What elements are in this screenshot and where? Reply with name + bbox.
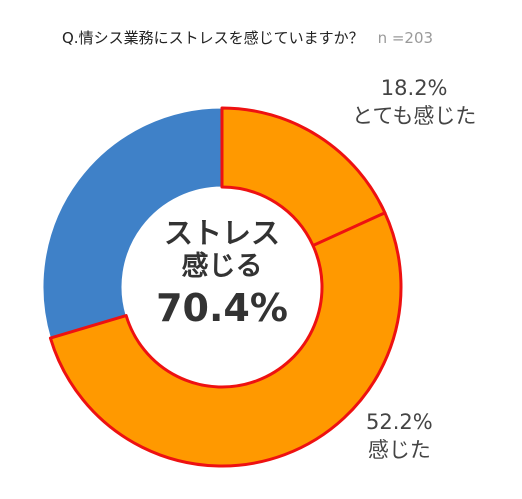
slice-label-stressed: 52.2% 感じた	[366, 408, 433, 464]
center-line-2: 感じる	[181, 251, 263, 282]
slice-label-very-stressed: 18.2% とても感じた	[352, 74, 476, 130]
chart-title: Q.情シス業務にストレスを感じていますか？ n =203	[62, 27, 433, 48]
center-line-1: ストレス	[163, 216, 280, 250]
center-label: ストレス 感じる 70.4%	[142, 216, 302, 332]
donut-slice-other	[42, 107, 223, 339]
center-value: 70.4%	[156, 286, 288, 330]
sample-size: n =203	[377, 29, 434, 47]
question-text: Q.情シス業務にストレスを感じていますか？	[62, 29, 364, 47]
slice-text-stressed: 感じた	[367, 438, 431, 462]
slice-pct-stressed: 52.2%	[366, 410, 433, 434]
donut-slice-very-stressed	[220, 106, 387, 248]
slice-text-very-stressed: とても感じた	[352, 104, 477, 128]
donut-slice-stressed	[48, 211, 403, 468]
slice-pct-very-stressed: 18.2%	[380, 76, 448, 100]
